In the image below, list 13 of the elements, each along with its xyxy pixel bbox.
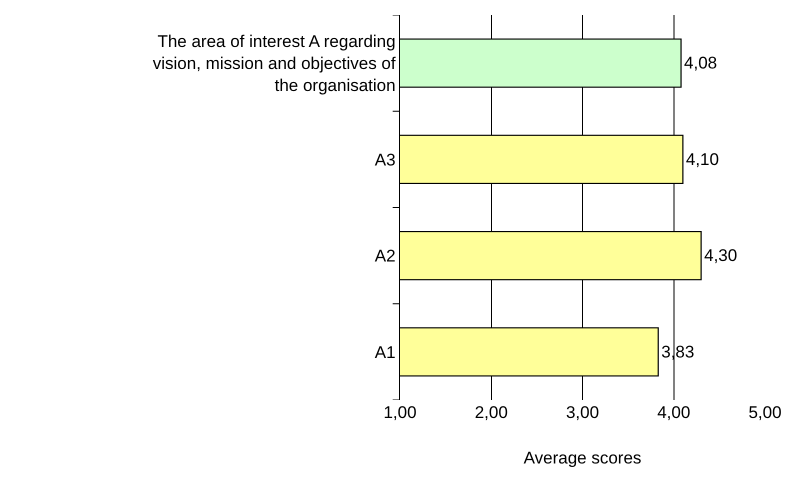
x-tick-label: 1,00 — [383, 403, 417, 422]
y-tick-label: The area of interest A regarding vision, mission and objectives of the organisation — [152, 32, 396, 96]
x-axis-title: Average scores — [524, 448, 642, 468]
data-label: 4,10 — [686, 150, 719, 169]
data-label: 4,30 — [704, 246, 738, 266]
y-tick-label: A2 — [374, 246, 396, 266]
x-tick-label: 2,00 — [474, 403, 508, 422]
y-tick-label: A1 — [374, 342, 396, 362]
x-tick-label: 3,00 — [566, 403, 600, 422]
y-tick-label: A3 — [374, 150, 396, 170]
x-tick-label: 4,00 — [657, 403, 690, 422]
x-tick-label: 5,00 — [748, 403, 782, 422]
data-label: 4,08 — [684, 54, 718, 73]
